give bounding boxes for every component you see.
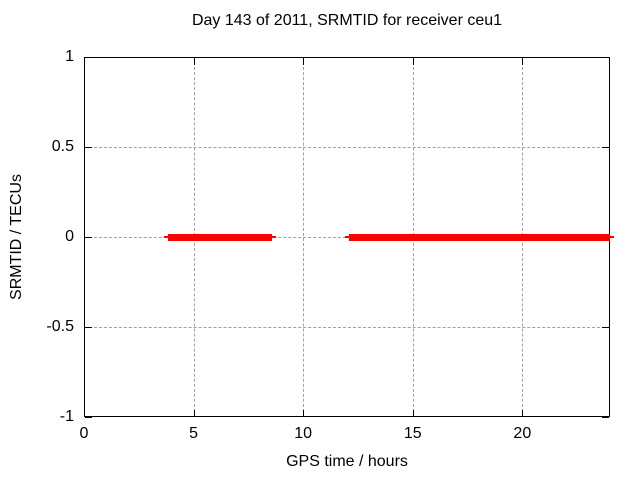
data-segment-0-1 [349,233,610,241]
data-segment-0-0 [168,233,273,241]
x-tick-label-0: 0 [79,425,89,442]
x-tick-label-15: 15 [403,425,422,442]
x-tick-mark-top-20 [522,58,524,65]
x-tick-label-10: 10 [294,425,313,442]
y-gridline--0.5 [84,327,610,328]
x-tick-mark-bottom-10 [303,410,305,417]
x-axis-label: GPS time / hours [286,453,408,470]
x-tick-mark-bottom-5 [193,410,195,417]
y-tick-mark-right--1 [602,417,609,418]
y-tick-label--0.5: -0.5 [46,318,74,335]
y-tick-mark-left-0.5 [85,147,92,148]
x-tick-label-5: 5 [189,425,199,442]
y-tick-mark-left--1 [85,417,92,418]
x-tick-label-20: 20 [513,425,532,442]
y-tick-label-0: 0 [65,228,74,245]
y-tick-mark-right--0.5 [602,327,609,328]
chart-title: Day 143 of 2011, SRMTID for receiver ceu… [191,12,503,29]
x-tick-mark-top-15 [412,58,414,65]
x-tick-mark-bottom-15 [412,410,414,417]
y-tick-mark-right-0.5 [602,147,609,148]
x-tick-mark-bottom-20 [522,410,524,417]
y-gridline-0.5 [84,147,610,148]
y-tick-label-1: 1 [65,48,74,65]
y-tick-label--1: -1 [59,408,74,425]
x-tick-mark-top-10 [303,58,305,65]
y-tick-label-0.5: 0.5 [51,138,74,155]
x-tick-mark-top-5 [193,58,195,65]
y-tick-mark-left--0.5 [85,327,92,328]
y-tick-mark-left-0 [85,237,92,238]
